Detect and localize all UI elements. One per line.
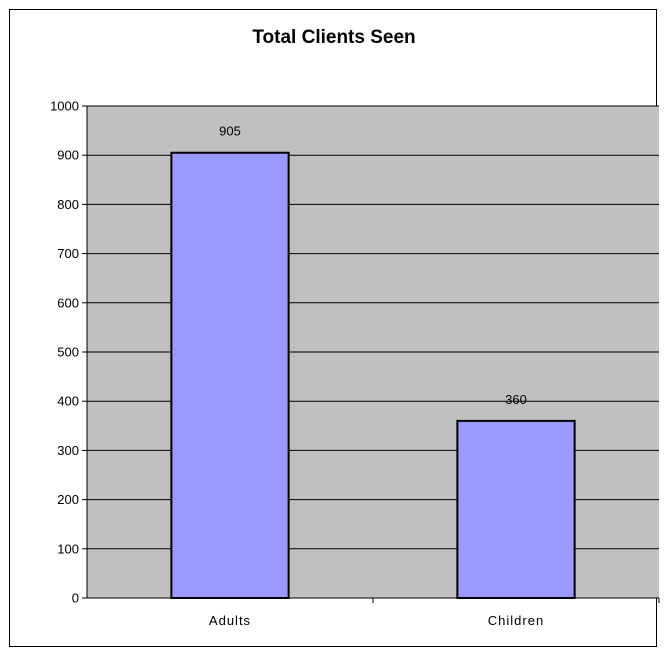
y-tick-label: 500 xyxy=(57,345,79,360)
data-label: 905 xyxy=(219,124,241,139)
y-tick-label: 200 xyxy=(57,492,79,507)
x-tick-label: Children xyxy=(488,613,544,628)
bar-adults xyxy=(170,151,290,600)
chart-title: Total Clients Seen xyxy=(252,27,416,48)
y-tick-label: 1000 xyxy=(50,99,79,114)
y-tick-label: 100 xyxy=(57,541,79,556)
y-tick-label: 400 xyxy=(57,394,79,409)
bars xyxy=(170,151,576,600)
y-tick-label: 800 xyxy=(57,197,79,212)
y-tick-label: 300 xyxy=(57,443,79,458)
bar-children xyxy=(456,419,576,599)
x-tick-label: Adults xyxy=(209,613,251,628)
y-tick-label: 900 xyxy=(57,148,79,163)
labels: 0 100 200 300 400 500 600 700 800 900 1000 905 Adult… xyxy=(50,99,544,629)
data-label: 360 xyxy=(505,392,527,407)
y-tick-label: 0 xyxy=(72,591,79,606)
y-tick-label: 600 xyxy=(57,295,79,310)
axes xyxy=(82,105,660,603)
y-tick-label: 700 xyxy=(57,246,79,261)
